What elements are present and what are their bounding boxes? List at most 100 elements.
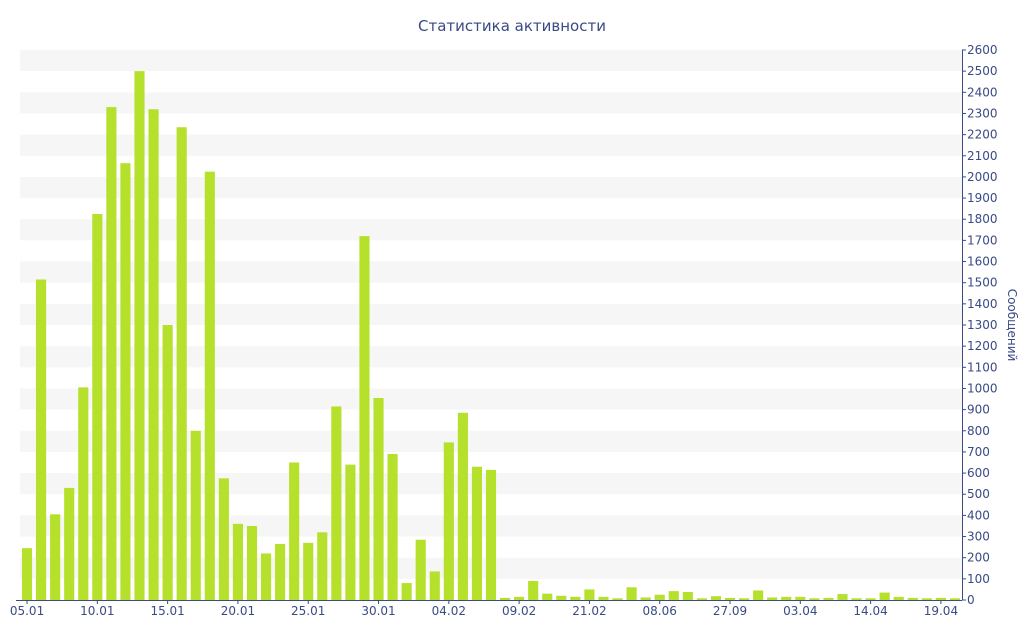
bar (148, 109, 159, 600)
bar (893, 596, 904, 600)
y-tick-label: 1600 (967, 255, 998, 269)
x-tick-label: 30.01 (361, 604, 395, 618)
y-tick-label: 2600 (967, 43, 998, 57)
y-tick-label: 2300 (967, 106, 998, 120)
chart-title: Статистика активности (418, 17, 606, 35)
bar (64, 487, 75, 600)
x-tick-label: 10.01 (80, 604, 114, 618)
x-tick-label: 09.02 (502, 604, 536, 618)
bar (795, 596, 806, 600)
bar (753, 590, 764, 600)
bar (696, 598, 707, 600)
x-tick-label: 27.09 (713, 604, 747, 618)
bar (106, 107, 117, 600)
y-tick-label: 900 (967, 403, 990, 417)
bar (710, 596, 722, 600)
x-tick-label: 15.01 (150, 604, 184, 618)
grid-band (20, 176, 962, 199)
bar (556, 595, 567, 600)
y-tick-label: 1200 (967, 339, 998, 353)
grid-band (20, 430, 962, 452)
bar (387, 454, 398, 600)
bar (528, 580, 539, 600)
y-tick-label: 1300 (967, 318, 998, 332)
bar (682, 591, 693, 600)
bar (373, 397, 384, 600)
bar (584, 589, 595, 600)
bar (457, 412, 468, 600)
y-tick-label: 1400 (967, 297, 998, 311)
y-tick-label: 400 (967, 508, 990, 522)
bar (612, 598, 623, 600)
y-tick-label: 0 (967, 593, 975, 607)
bar (865, 598, 876, 600)
bar (21, 548, 33, 600)
y-tick-label: 500 (967, 487, 990, 501)
x-tick-label: 08.06 (643, 604, 677, 618)
bar (471, 466, 483, 600)
bar (935, 597, 946, 600)
bar (359, 236, 370, 600)
bar (36, 279, 47, 600)
y-axis-label: Сообщений (1005, 289, 1019, 362)
y-tick-label: 2100 (967, 149, 998, 163)
y-tick-label: 600 (967, 466, 990, 480)
y-tick-label: 2500 (967, 64, 998, 78)
x-tick-label: 05.01 (10, 604, 44, 618)
y-tick-label: 1800 (967, 212, 998, 226)
bar (654, 594, 665, 600)
grid-band (20, 261, 962, 283)
x-tick-label: 20.01 (221, 604, 255, 618)
bar (345, 464, 356, 600)
bar (921, 598, 932, 600)
bar (303, 542, 314, 600)
bar (626, 587, 637, 600)
bar (851, 598, 862, 600)
bar (809, 598, 820, 600)
bar (823, 597, 834, 600)
y-tick-label: 1500 (967, 276, 998, 290)
bar (204, 171, 215, 600)
bar (401, 583, 412, 600)
axes-group: 0 100 200 300 400 500 600 700 800 900 1000 1100 1200… (10, 43, 998, 618)
bar (218, 478, 229, 600)
bar (668, 591, 679, 600)
bar (542, 593, 553, 600)
bar (232, 523, 243, 600)
grid-band (20, 388, 962, 410)
bar (275, 543, 286, 600)
bar (949, 598, 961, 600)
bar (514, 596, 525, 600)
bar (260, 553, 272, 600)
y-tick-label: 2200 (967, 128, 998, 142)
bar (134, 71, 145, 600)
bar (570, 596, 581, 600)
bar (739, 598, 750, 600)
bar (289, 462, 300, 600)
bar (176, 127, 187, 600)
y-tick-label: 100 (967, 572, 990, 586)
y-tick-label: 1900 (967, 191, 998, 205)
grid-band (20, 92, 962, 114)
bar (120, 163, 131, 600)
bar (331, 406, 342, 600)
x-tick-label: 21.02 (572, 604, 606, 618)
grid-band (20, 134, 962, 156)
bar (724, 597, 736, 600)
bars-group (21, 71, 961, 600)
bar (907, 597, 918, 600)
grid-bands (20, 50, 962, 579)
grid-band (20, 50, 962, 72)
bar (162, 325, 173, 600)
bar (429, 571, 440, 600)
x-tick-label: 04.02 (432, 604, 466, 618)
bar (443, 442, 454, 600)
x-tick-label: 14.04 (853, 604, 887, 618)
bar (499, 597, 511, 600)
y-tick-label: 300 (967, 530, 990, 544)
y-tick-label: 800 (967, 424, 990, 438)
bar (767, 597, 778, 600)
y-tick-label: 2000 (967, 170, 998, 184)
